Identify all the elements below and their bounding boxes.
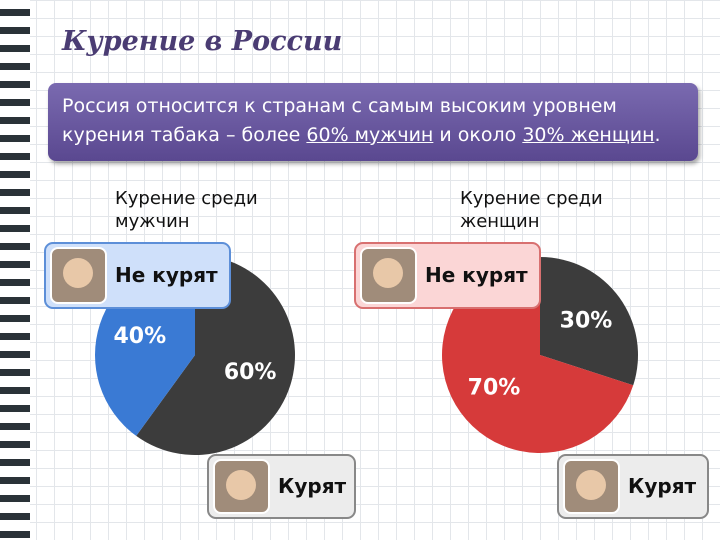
banner-text: .: [654, 124, 661, 146]
legend-label: Курят: [628, 474, 697, 498]
slice-label: 70%: [468, 375, 521, 400]
callout: Не курят: [354, 242, 541, 309]
photo-face: [576, 470, 606, 500]
banner-highlight: 30% женщин: [522, 124, 655, 146]
slide-title: Курение в России: [62, 26, 343, 57]
callout: Не курят: [44, 242, 231, 309]
chart-title: Курение среди женщин: [460, 188, 603, 232]
callout: Курят: [207, 454, 356, 519]
legend-label: Курят: [278, 474, 347, 498]
binding: [0, 0, 30, 540]
legend-label: Не курят: [425, 263, 528, 287]
callout: Курят: [557, 454, 709, 519]
banner-text: Россия относится к странам с самым высок…: [62, 95, 617, 146]
slice-label: 40%: [114, 324, 167, 349]
pie-slice: [540, 257, 639, 386]
chart-title: Курение среди мужчин: [115, 188, 258, 232]
pie-slice: [136, 255, 296, 456]
legend-label: Не курят: [115, 263, 218, 287]
banner: Россия относится к странам с самым высок…: [48, 83, 698, 161]
photo-face: [373, 258, 403, 288]
slice-label: 30%: [560, 309, 613, 334]
banner-text: и около: [433, 124, 523, 146]
slice-label: 60%: [224, 360, 277, 385]
photo-face: [63, 258, 93, 288]
photo-face: [226, 470, 256, 500]
banner-highlight: 60% мужчин: [306, 124, 434, 146]
